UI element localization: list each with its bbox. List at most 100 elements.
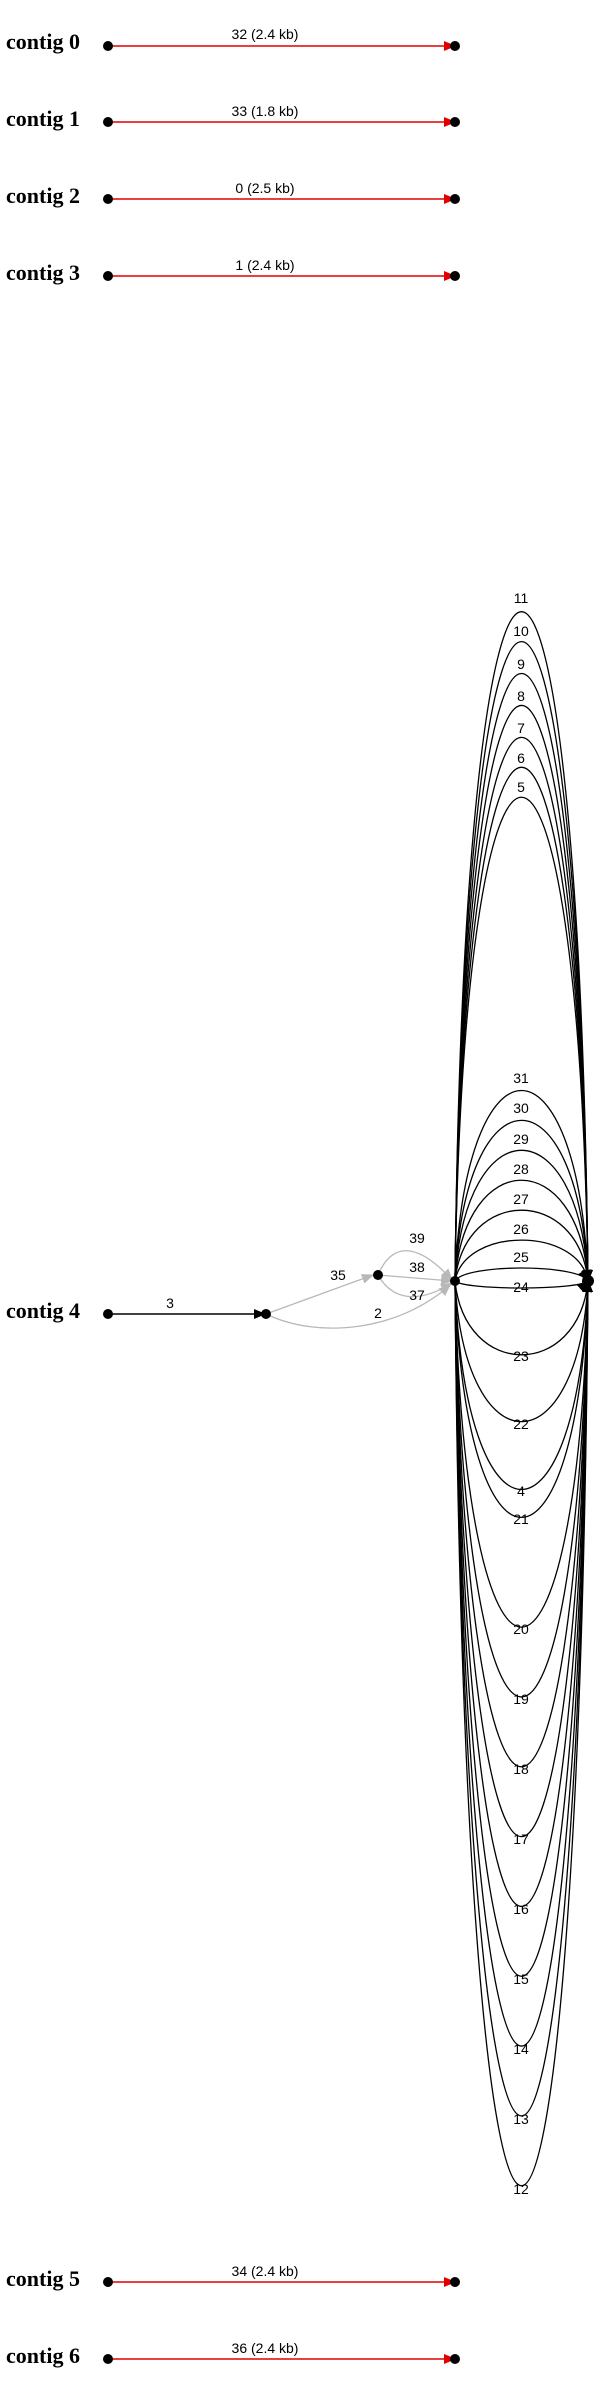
edge-2 xyxy=(265,1284,451,1329)
node xyxy=(103,1309,113,1319)
edge-label: 22 xyxy=(513,1416,529,1432)
edge-28 xyxy=(454,1179,593,1282)
contig-label: contig 2 xyxy=(6,183,80,208)
edge-label: 4 xyxy=(517,1483,525,1499)
edge-label: 21 xyxy=(513,1511,529,1527)
edge-label: 14 xyxy=(513,2041,529,2057)
edge-label: 36 (2.4 kb) xyxy=(232,2340,299,2356)
edge-label: 1 (2.4 kb) xyxy=(235,257,294,273)
edge-label: 27 xyxy=(513,1191,529,1207)
edge-label: 34 (2.4 kb) xyxy=(232,2263,299,2279)
edge-label: 13 xyxy=(513,2111,529,2127)
edge-12 xyxy=(454,1280,593,2187)
edge-label: 23 xyxy=(513,1348,529,1364)
edge-bundle: 11 10 9 8 7 6 5 31 30 29 28 27 26 25 24 23 22 4 21 20 19 18 17… xyxy=(454,590,593,2197)
node xyxy=(103,194,113,204)
edge-label: 0 (2.5 kb) xyxy=(235,180,294,196)
contig-label: contig 6 xyxy=(6,2343,80,2368)
edge-label: 2 xyxy=(374,1305,382,1321)
edge-39 xyxy=(377,1250,453,1281)
node xyxy=(103,41,113,51)
hub-node xyxy=(450,1276,460,1286)
edge-label: 12 xyxy=(513,2181,529,2197)
edge-19 xyxy=(454,1280,593,1698)
edge-20 xyxy=(454,1280,593,1628)
edge-label: 38 xyxy=(409,1259,425,1275)
edge-29 xyxy=(454,1149,593,1282)
node xyxy=(103,271,113,281)
edge-7 xyxy=(454,736,593,1282)
edge-label: 35 xyxy=(330,1267,346,1283)
contig-2: contig 2 0 (2.5 kb) xyxy=(6,180,460,208)
edge-label: 3 xyxy=(166,1295,174,1311)
edge-9 xyxy=(454,672,593,1282)
contig-label: contig 4 xyxy=(6,1298,80,1323)
edge-38 xyxy=(377,1274,453,1286)
edge-label: 11 xyxy=(514,590,529,606)
edge-27 xyxy=(454,1209,592,1282)
edge-4 xyxy=(454,1280,593,1491)
edge-label: 29 xyxy=(513,1131,529,1147)
edge-label: 19 xyxy=(513,1691,529,1707)
edge-18 xyxy=(454,1280,593,1768)
edge-15 xyxy=(454,1280,593,1977)
edge-11 xyxy=(454,611,593,1282)
edge-17 xyxy=(454,1280,593,1838)
node xyxy=(103,2277,113,2287)
node xyxy=(450,2354,460,2364)
edge-label: 39 xyxy=(409,1230,425,1246)
node xyxy=(450,271,460,281)
edge-30 xyxy=(454,1119,593,1282)
edge-26 xyxy=(454,1239,591,1282)
contig-4: contig 4 3 35 2 39 38 37 11 10 9 8 7 6 5 31 30 29… xyxy=(6,590,594,2197)
edge-label: 18 xyxy=(513,1761,529,1777)
edge-label: 7 xyxy=(517,720,525,736)
edge-label: 24 xyxy=(513,1279,529,1295)
edge-label: 6 xyxy=(517,750,525,766)
edge-label: 8 xyxy=(517,688,525,704)
edge-label: 33 (1.8 kb) xyxy=(232,103,299,119)
edge-label: 32 (2.4 kb) xyxy=(232,26,299,42)
edge-31 xyxy=(454,1090,593,1282)
edge-label: 17 xyxy=(513,1831,529,1847)
contig-1: contig 1 33 (1.8 kb) xyxy=(6,103,460,131)
contig-6: contig 6 36 (2.4 kb) xyxy=(6,2340,460,2368)
edge-13 xyxy=(454,1280,593,2117)
edge-label: 31 xyxy=(513,1070,529,1086)
edge-24 xyxy=(454,1280,589,1293)
node xyxy=(450,41,460,51)
edge-label: 28 xyxy=(513,1161,529,1177)
edge-label: 25 xyxy=(513,1249,529,1265)
edge-8 xyxy=(454,705,593,1282)
edge-label: 15 xyxy=(513,1971,529,1987)
edge-label: 9 xyxy=(517,656,525,672)
edge-25 xyxy=(454,1267,589,1282)
edge-label: 20 xyxy=(513,1621,529,1637)
contig-3: contig 3 1 (2.4 kb) xyxy=(6,257,460,285)
contig-label: contig 1 xyxy=(6,106,80,131)
edge-5 xyxy=(454,796,593,1282)
edge-21 xyxy=(454,1280,593,1519)
edge-label: 16 xyxy=(513,1901,529,1917)
edge-22 xyxy=(454,1280,593,1423)
contig-label: contig 3 xyxy=(6,260,80,285)
edge-23 xyxy=(454,1280,592,1356)
contig-label: contig 5 xyxy=(6,2266,80,2291)
edge-label: 30 xyxy=(513,1100,529,1116)
edge-10 xyxy=(454,641,593,1282)
edge-37 xyxy=(377,1274,453,1298)
node xyxy=(373,1270,383,1280)
node xyxy=(450,117,460,127)
contig-5: contig 5 34 (2.4 kb) xyxy=(6,2263,460,2291)
contig-0: contig 0 32 (2.4 kb) xyxy=(6,26,460,54)
node xyxy=(103,117,113,127)
edge-label: 10 xyxy=(513,623,529,639)
edge-16 xyxy=(454,1280,593,1907)
node xyxy=(450,194,460,204)
contig-label: contig 0 xyxy=(6,29,80,54)
edge-6 xyxy=(454,766,593,1282)
node xyxy=(450,2277,460,2287)
edge-label: 5 xyxy=(517,779,525,795)
sink-node xyxy=(582,1275,594,1287)
